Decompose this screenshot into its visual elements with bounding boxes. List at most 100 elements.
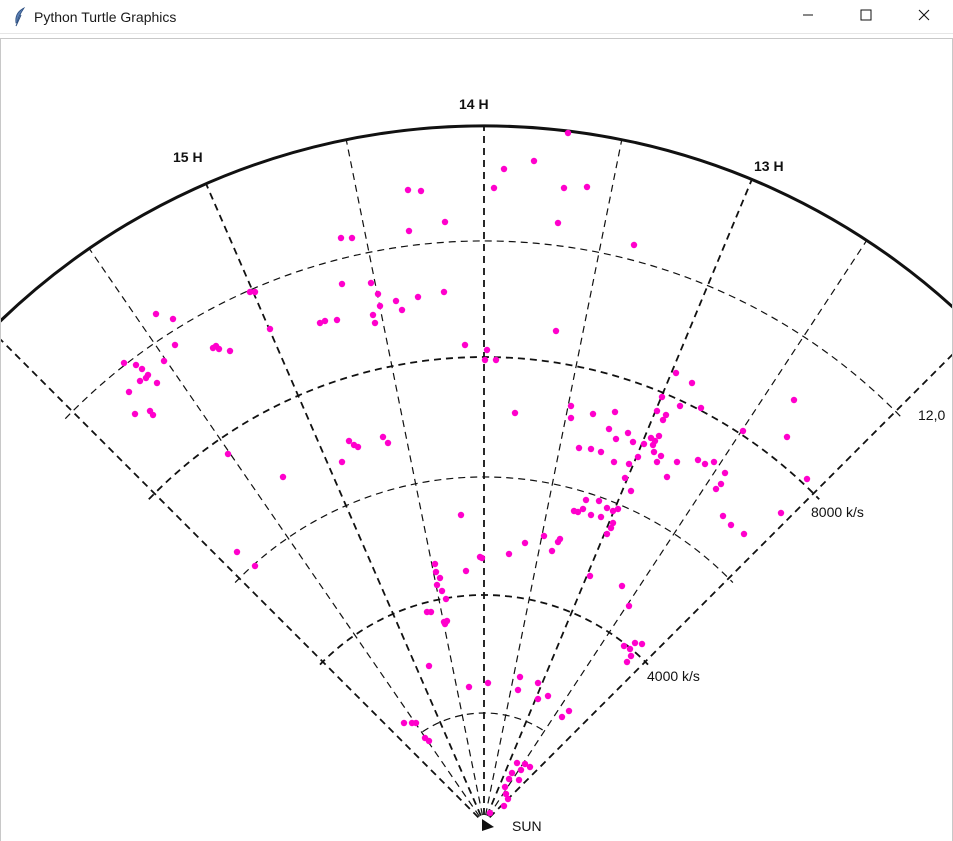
galaxy-dot [517,766,525,774]
galaxy-dot [534,679,542,687]
galaxy-dot [337,234,345,242]
galaxy-dot [333,316,341,324]
galaxy-dot [611,408,619,416]
galaxy-dot [486,809,494,817]
galaxy-dot [233,548,241,556]
galaxy-dot [673,458,681,466]
galaxy-dot [624,429,632,437]
radial-line [88,248,480,817]
galaxy-dot [567,414,575,422]
galaxy-dot [500,165,508,173]
galaxy-dot [662,411,670,419]
galaxy-dot [443,617,451,625]
galaxy-dot [417,187,425,195]
hour-14-label: 14 H [459,96,489,112]
galaxy-dot [739,427,747,435]
galaxy-dot [483,346,491,354]
hour-13-label: 13 H [754,158,784,174]
galaxy-dot [338,458,346,466]
galaxy-dot [565,707,573,715]
galaxy-dot [501,783,509,791]
galaxy-dot [548,547,556,555]
galaxy-dot [625,460,633,468]
galaxy-dot [626,645,634,653]
galaxy-dot [564,129,572,137]
galaxy-dot [136,377,144,385]
galaxy-dot [627,652,635,660]
galaxy-dot [631,639,639,647]
galaxy-dot [492,356,500,364]
galaxy-dot [614,505,622,513]
hour-12-label: 12,0 [918,407,945,423]
velocity-arc [422,712,546,733]
galaxy-dot [423,608,431,616]
turtle-canvas[interactable]: 15 H 14 H 13 H 12,0 8000 k/s 4000 k/s SU… [0,38,953,841]
galaxy-dot [694,456,702,464]
galaxy-dot [688,379,696,387]
galaxy-dot [316,319,324,327]
minimize-button[interactable] [779,0,837,33]
galaxy-dot [650,448,658,456]
galaxy-dot [400,719,408,727]
galaxy-dot [436,574,444,582]
galaxy-dot [586,572,594,580]
title-bar: Python Turtle Graphics [0,0,953,34]
galaxy-dot [212,342,220,350]
sun-label: SUN [512,818,542,834]
ring-4000-label: 4000 k/s [647,668,700,684]
galaxy-dot [609,507,617,515]
galaxy-dot [653,458,661,466]
galaxy-dot [623,658,631,666]
galaxy-dot [132,361,140,369]
galaxy-dot [404,186,412,194]
galaxy-dot [554,219,562,227]
galaxy-dot [727,521,735,529]
galaxy-dot [484,679,492,687]
galaxy-dot [465,683,473,691]
galaxy-dot [530,157,538,165]
galaxy-dot [634,453,642,461]
galaxy-dot [481,356,489,364]
galaxy-dot [442,595,450,603]
galaxy-dot [625,602,633,610]
galaxy-dot [500,802,508,810]
galaxy-dot [369,311,377,319]
galaxy-dot [425,737,433,745]
galaxy-dot [508,769,516,777]
galaxy-dot [514,686,522,694]
galaxy-dot [345,437,353,445]
galaxy-dot [266,325,274,333]
galaxy-dot [534,695,542,703]
galaxy-dot [490,184,498,192]
galaxy-dot [379,433,387,441]
galaxy-dot [505,550,513,558]
galaxy-dot [790,396,798,404]
galaxy-dot [246,288,254,296]
galaxy-dot [597,448,605,456]
galaxy-dot [649,441,657,449]
galaxy-dot [574,508,582,516]
hubble-diagram: 15 H 14 H 13 H 12,0 8000 k/s 4000 k/s SU… [1,96,952,834]
galaxy-dot [672,369,680,377]
galaxy-dot [354,443,362,451]
radial-line [487,240,868,817]
galaxy-dot [621,474,629,482]
galaxy-dot [740,530,748,538]
galaxy-dot [152,310,160,318]
galaxy-dot [589,410,597,418]
galaxy-dot [587,445,595,453]
close-icon [918,8,930,26]
galaxy-dot [610,458,618,466]
galaxy-dot [461,341,469,349]
galaxy-dot [609,519,617,527]
galaxy-dot [630,241,638,249]
sun-marker [482,819,494,831]
maximize-button[interactable] [837,0,895,33]
close-button[interactable] [895,0,953,33]
galaxy-dot [131,410,139,418]
galaxy-dot [540,532,548,540]
galaxy-dot [595,497,603,505]
galaxy-dot [502,790,510,798]
galaxy-dot [653,407,661,415]
galaxy-dot [605,425,613,433]
